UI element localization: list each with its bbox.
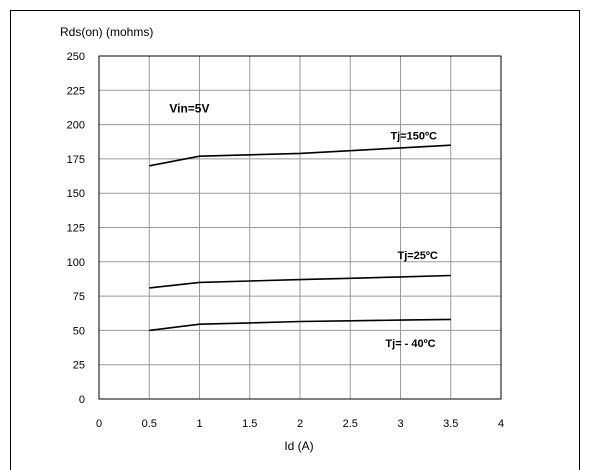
annotation-label: Tj=25ºC: [397, 250, 437, 262]
x-tick-label: 1.5: [242, 418, 257, 430]
y-axis-label: Rds(on) (mohms): [60, 25, 153, 39]
x-tick-label: 4: [498, 418, 504, 430]
series-line-2: [149, 318, 451, 332]
x-tick-label: 2: [297, 418, 303, 430]
x-axis-label: Id (A): [284, 439, 313, 453]
x-tick-label: 1: [196, 418, 202, 430]
series-line-0: [149, 144, 451, 167]
annotation-label: Tj=150ºC: [390, 131, 437, 143]
y-tick-label: 250: [67, 51, 85, 63]
y-tick-label: 75: [73, 291, 85, 303]
plot-border: [98, 55, 502, 400]
x-tick-label: 0.5: [142, 418, 157, 430]
chart-frame: [10, 10, 580, 470]
annotations: Vin=5V Tj=150ºC Tj=25ºC Tj= - 40ºC: [169, 101, 438, 350]
y-tick-label: 25: [73, 360, 85, 372]
y-tick-label: 175: [67, 154, 85, 166]
x-tick-label: 3.5: [443, 418, 458, 430]
x-tick-label: 0: [96, 418, 102, 430]
y-tick-label: 200: [67, 120, 85, 132]
y-tick-label: 0: [79, 394, 85, 406]
x-tick-label: 3: [397, 418, 403, 430]
x-tick-label: 2.5: [343, 418, 358, 430]
x-tick-labels: 0 0.5 1 1.5 2 2.5 3 3.5 4: [96, 418, 504, 430]
y-tick-label: 125: [67, 223, 85, 235]
series-lines: [149, 144, 451, 332]
y-tick-label: 50: [73, 325, 85, 337]
y-tick-labels: 0 25 50 75 100 125 150 175 200 225 250: [67, 51, 85, 406]
annotation-label: Tj= - 40ºC: [385, 338, 435, 350]
annotation-label: Vin=5V: [169, 101, 209, 115]
y-tick-label: 150: [67, 188, 85, 200]
y-tick-label: 100: [67, 257, 85, 269]
y-tick-label: 225: [67, 85, 85, 97]
grid: [98, 55, 502, 400]
series-line-1: [149, 274, 451, 289]
